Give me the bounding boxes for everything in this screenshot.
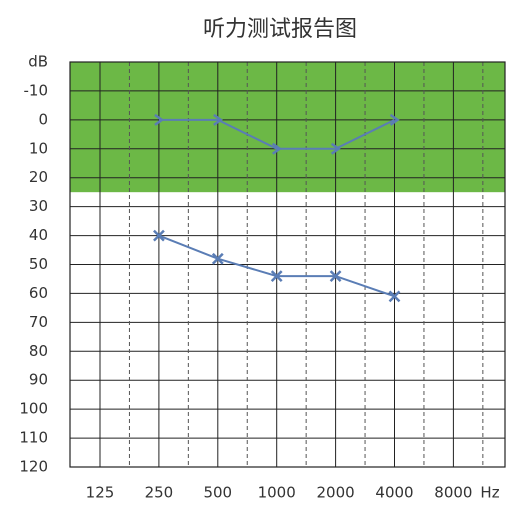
marker-x xyxy=(270,270,283,282)
marker-arrow xyxy=(154,113,165,126)
y-tick-label: 80 xyxy=(29,342,48,360)
y-tick-label: 90 xyxy=(29,371,48,389)
y-tick-label: 50 xyxy=(29,255,48,273)
x-tick-label: 2000 xyxy=(317,484,355,502)
chart-title: 听力测试报告图 xyxy=(203,17,357,42)
plot-border xyxy=(69,61,506,468)
y-tick-label: 100 xyxy=(19,400,48,418)
x-tick-label: 500 xyxy=(203,484,232,502)
marker-arrow xyxy=(271,142,282,155)
y-tick-label: 40 xyxy=(29,226,48,244)
x-tick-label: 4000 xyxy=(375,484,413,502)
x-tick-label: 125 xyxy=(86,484,115,502)
y-tick-label: 110 xyxy=(19,429,48,447)
normal-range xyxy=(70,62,505,193)
series-line xyxy=(158,118,395,150)
y-tick-label: 60 xyxy=(29,284,48,302)
x-tick-label: 250 xyxy=(145,484,174,502)
marker-x xyxy=(153,229,165,242)
marker-arrow xyxy=(213,113,223,126)
marker-x xyxy=(211,252,224,265)
x-unit: Hz xyxy=(480,484,499,502)
y-tick-label: 70 xyxy=(29,313,48,331)
marker-stroke xyxy=(388,290,401,303)
marker-stroke xyxy=(153,229,165,242)
marker-stroke xyxy=(329,270,342,282)
y-tick-label: 120 xyxy=(19,458,48,476)
marker-arrow xyxy=(389,113,400,126)
y-unit: dB xyxy=(28,53,48,71)
y-tick-label: 20 xyxy=(29,168,48,186)
marker-x xyxy=(329,270,342,282)
y-tick-label: 10 xyxy=(29,139,48,157)
y-tick-label: 30 xyxy=(29,197,48,215)
x-tick-label: 1000 xyxy=(258,484,296,502)
y-tick-label: 0 xyxy=(38,110,48,128)
marker-stroke xyxy=(211,252,224,265)
y-tick-label: -10 xyxy=(24,81,49,99)
marker-arrow xyxy=(330,142,341,155)
marker-x xyxy=(388,290,401,303)
x-tick-label: 8000 xyxy=(434,484,472,502)
marker-stroke xyxy=(270,270,283,282)
